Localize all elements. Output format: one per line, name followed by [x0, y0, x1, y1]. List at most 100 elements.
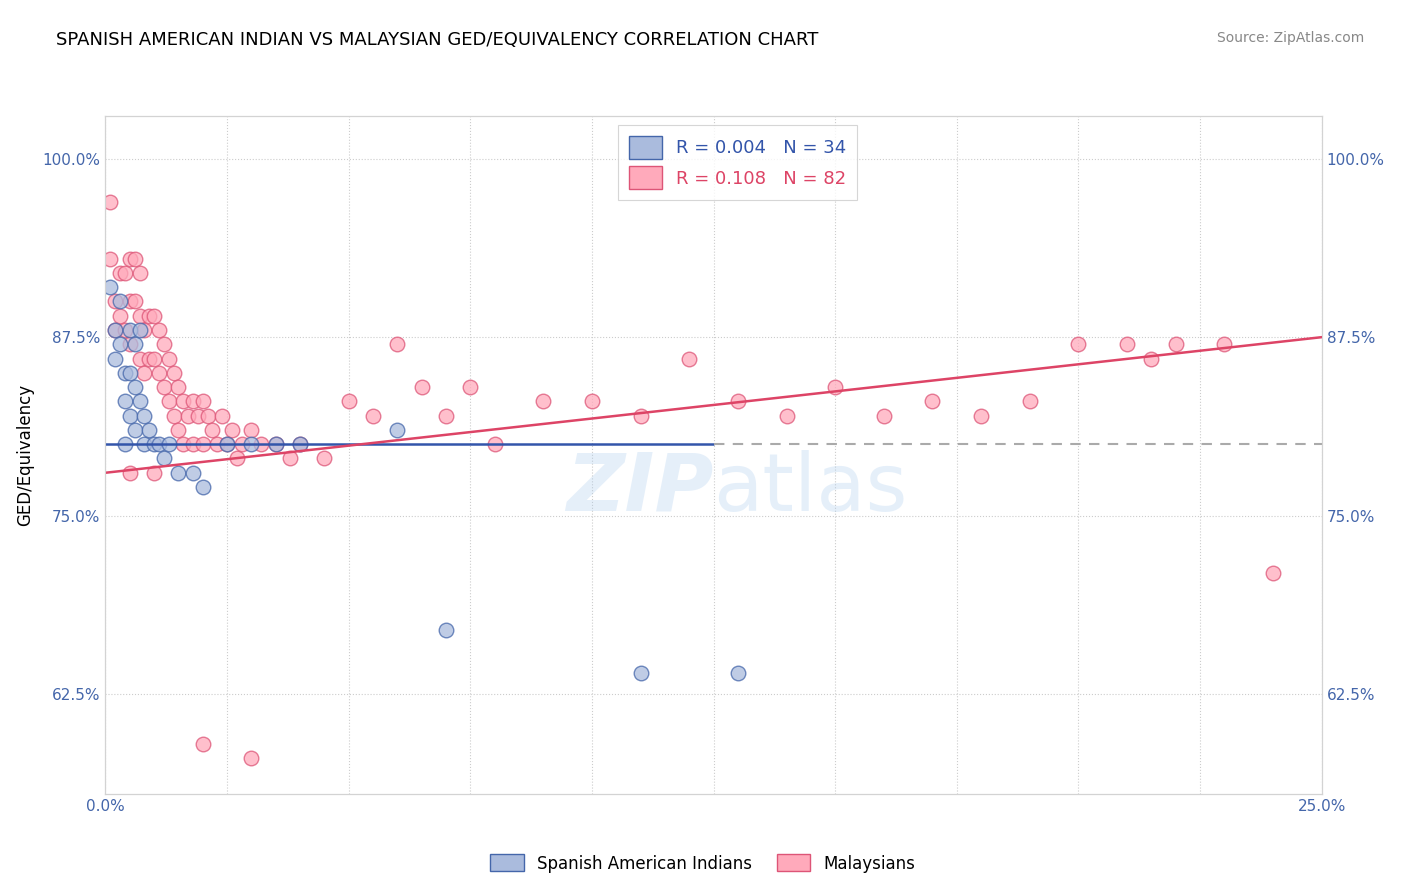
- Y-axis label: GED/Equivalency: GED/Equivalency: [17, 384, 34, 526]
- Point: [157, 437, 180, 451]
- Point: [118, 294, 141, 309]
- Point: [288, 437, 311, 451]
- Point: [288, 437, 311, 451]
- Point: [134, 437, 156, 451]
- Point: [143, 437, 166, 451]
- Point: [201, 423, 224, 437]
- Point: [1140, 351, 1163, 366]
- Point: [143, 466, 166, 480]
- Point: [167, 466, 190, 480]
- Point: [1067, 337, 1090, 351]
- Point: [314, 451, 336, 466]
- Point: [108, 337, 131, 351]
- Point: [157, 394, 180, 409]
- Point: [124, 380, 146, 394]
- Point: [1116, 337, 1139, 351]
- Point: [124, 294, 146, 309]
- Legend: Spanish American Indians, Malaysians: Spanish American Indians, Malaysians: [484, 847, 922, 880]
- Point: [114, 366, 136, 380]
- Point: [411, 380, 433, 394]
- Text: SPANISH AMERICAN INDIAN VS MALAYSIAN GED/EQUIVALENCY CORRELATION CHART: SPANISH AMERICAN INDIAN VS MALAYSIAN GED…: [56, 31, 818, 49]
- Point: [1164, 337, 1187, 351]
- Point: [124, 423, 146, 437]
- Point: [172, 394, 194, 409]
- Point: [217, 437, 239, 451]
- Point: [1018, 394, 1040, 409]
- Point: [191, 737, 214, 751]
- Point: [153, 337, 176, 351]
- Point: [138, 351, 160, 366]
- Point: [98, 280, 121, 294]
- Legend: R = 0.004   N = 34, R = 0.108   N = 82: R = 0.004 N = 34, R = 0.108 N = 82: [619, 125, 858, 201]
- Point: [124, 337, 146, 351]
- Point: [114, 394, 136, 409]
- Point: [434, 409, 457, 423]
- Point: [361, 409, 384, 423]
- Point: [217, 437, 239, 451]
- Point: [581, 394, 603, 409]
- Point: [108, 266, 131, 280]
- Point: [181, 437, 204, 451]
- Point: [231, 437, 253, 451]
- Point: [191, 480, 214, 494]
- Point: [630, 409, 652, 423]
- Point: [118, 337, 141, 351]
- Point: [678, 351, 700, 366]
- Point: [153, 380, 176, 394]
- Point: [143, 351, 166, 366]
- Point: [240, 751, 263, 765]
- Point: [162, 366, 184, 380]
- Point: [128, 266, 150, 280]
- Point: [921, 394, 943, 409]
- Point: [153, 451, 176, 466]
- Point: [225, 451, 247, 466]
- Point: [104, 323, 127, 337]
- Point: [128, 323, 150, 337]
- Point: [162, 409, 184, 423]
- Point: [134, 323, 156, 337]
- Point: [531, 394, 554, 409]
- Point: [148, 366, 170, 380]
- Point: [970, 409, 993, 423]
- Point: [108, 294, 131, 309]
- Point: [118, 252, 141, 266]
- Point: [187, 409, 209, 423]
- Point: [128, 394, 150, 409]
- Point: [108, 309, 131, 323]
- Point: [143, 309, 166, 323]
- Point: [118, 323, 141, 337]
- Point: [114, 323, 136, 337]
- Point: [434, 623, 457, 637]
- Point: [873, 409, 896, 423]
- Point: [181, 466, 204, 480]
- Point: [167, 423, 190, 437]
- Point: [727, 394, 749, 409]
- Point: [197, 409, 219, 423]
- Point: [98, 194, 121, 209]
- Point: [104, 323, 127, 337]
- Point: [128, 309, 150, 323]
- Point: [118, 466, 141, 480]
- Point: [118, 366, 141, 380]
- Point: [630, 665, 652, 680]
- Point: [387, 337, 409, 351]
- Point: [337, 394, 360, 409]
- Point: [104, 351, 127, 366]
- Point: [181, 394, 204, 409]
- Point: [134, 366, 156, 380]
- Point: [484, 437, 506, 451]
- Point: [221, 423, 243, 437]
- Text: ZIP: ZIP: [567, 450, 713, 528]
- Point: [172, 437, 194, 451]
- Point: [278, 451, 301, 466]
- Point: [775, 409, 797, 423]
- Point: [148, 437, 170, 451]
- Text: Source: ZipAtlas.com: Source: ZipAtlas.com: [1216, 31, 1364, 45]
- Point: [387, 423, 409, 437]
- Point: [264, 437, 287, 451]
- Point: [177, 409, 200, 423]
- Point: [157, 351, 180, 366]
- Text: atlas: atlas: [713, 450, 908, 528]
- Point: [118, 409, 141, 423]
- Point: [727, 665, 749, 680]
